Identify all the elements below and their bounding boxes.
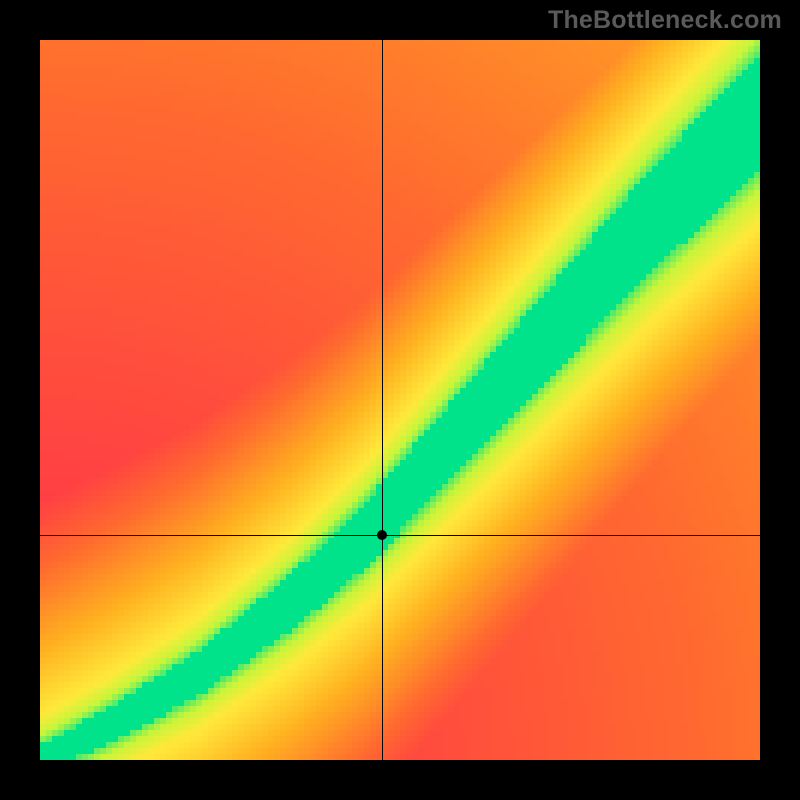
watermark-text: TheBottleneck.com bbox=[548, 6, 782, 35]
chart-outer-frame: TheBottleneck.com bbox=[0, 0, 800, 800]
heatmap-canvas bbox=[40, 40, 760, 760]
plot-area bbox=[40, 40, 760, 760]
crosshair-vertical bbox=[382, 40, 383, 760]
crosshair-horizontal bbox=[40, 535, 760, 536]
heatmap-canvas-wrap bbox=[40, 40, 760, 760]
marker-dot bbox=[377, 530, 387, 540]
